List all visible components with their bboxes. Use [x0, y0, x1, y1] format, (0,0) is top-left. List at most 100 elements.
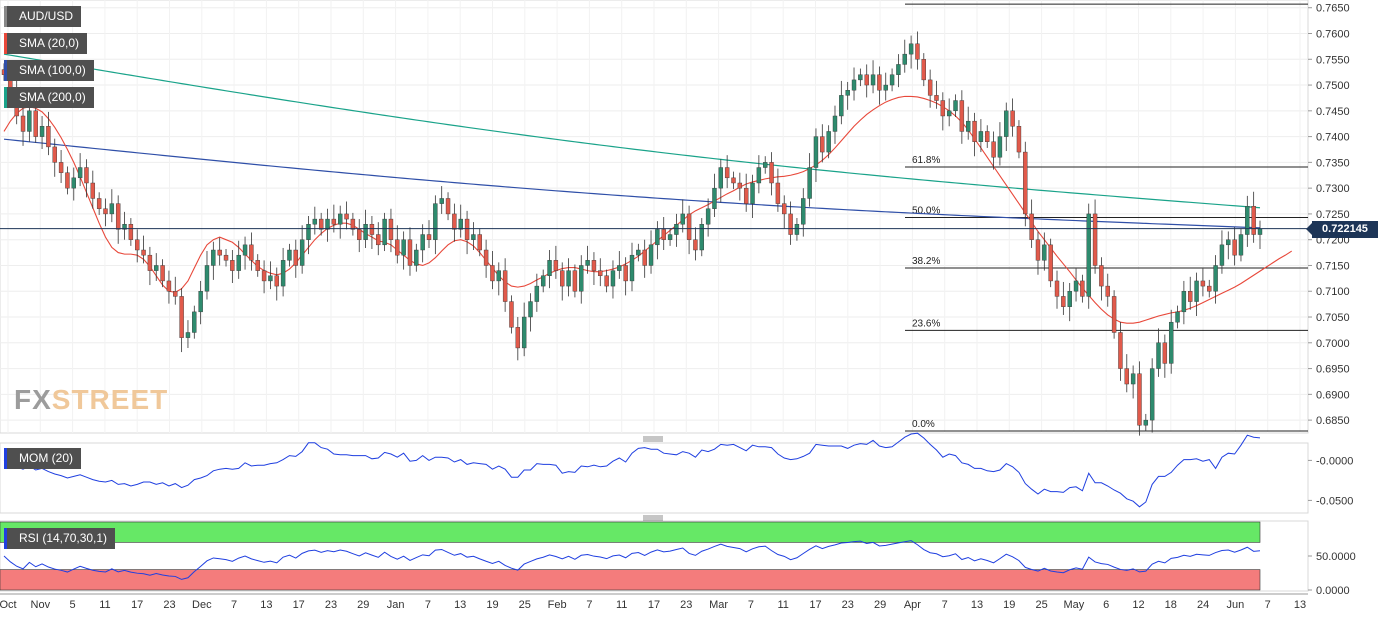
candle-body: [420, 234, 425, 251]
sma100-line: [3, 138, 1261, 229]
candle-body: [927, 79, 933, 96]
x-tick-label: 18: [1165, 599, 1177, 611]
candle-body: [1130, 373, 1136, 385]
candle-body: [1162, 342, 1168, 364]
candle-body: [743, 187, 749, 204]
fib-label: 38.2%: [912, 256, 940, 267]
candle-body: [280, 260, 286, 287]
legend-sma200[interactable]: SMA (200,0): [4, 87, 94, 108]
mom-tick-label: -0.0500: [1316, 495, 1353, 507]
y-tick-label: 0.7250: [1316, 209, 1350, 221]
candle-body: [959, 100, 965, 132]
candle-body: [547, 260, 552, 276]
candle-body: [426, 234, 432, 240]
y-tick-label: 0.7050: [1316, 312, 1350, 324]
legend-sma100[interactable]: SMA (100,0): [4, 60, 94, 81]
x-tick-label: 29: [874, 599, 886, 611]
candle-body: [350, 218, 356, 230]
candle-body: [217, 249, 222, 256]
y-tick-label: 0.7500: [1316, 80, 1350, 92]
x-tick-label: Feb: [548, 599, 567, 611]
candle-body: [572, 270, 578, 292]
candle-body: [877, 74, 882, 91]
candle-body: [934, 95, 939, 101]
candle-body: [1086, 213, 1091, 297]
candle-body: [1226, 239, 1231, 246]
candle-body: [471, 234, 476, 240]
candle-body: [724, 167, 730, 179]
candle-body: [585, 260, 590, 266]
candle-body: [1048, 244, 1053, 282]
x-tick-label: 24: [1197, 599, 1209, 611]
x-tick-label: 6: [1103, 599, 1109, 611]
y-tick-label: 0.7450: [1316, 106, 1350, 118]
x-tick-label: 13: [260, 599, 272, 611]
candle-body: [407, 239, 413, 266]
candle-body: [287, 249, 292, 261]
candle-body: [338, 213, 343, 225]
momentum-panel: [0, 442, 1309, 514]
candle-body: [1181, 291, 1187, 313]
candle-body: [750, 182, 755, 204]
candle-body: [845, 90, 850, 96]
candle-body: [496, 270, 501, 282]
y-tick-label: 0.6850: [1316, 415, 1350, 427]
x-tick-label: 17: [648, 599, 660, 611]
candle-body: [27, 110, 32, 132]
candle-body: [642, 249, 647, 266]
candle-body: [598, 270, 603, 276]
candle-body: [864, 74, 869, 86]
candle-body: [686, 213, 692, 240]
candle-body: [318, 218, 324, 230]
candle-body: [261, 270, 267, 282]
current-price-tag: 0.722145: [1306, 221, 1378, 238]
legend-sma20[interactable]: SMA (20,0): [4, 33, 88, 54]
candle-body: [655, 229, 660, 246]
candle-body: [236, 254, 241, 271]
legend-rsi[interactable]: RSI (14,70,30,1): [4, 528, 116, 549]
candle-body: [1035, 239, 1041, 261]
candle-body: [502, 270, 508, 302]
candle-body: [851, 79, 857, 91]
candle-body: [953, 100, 958, 112]
candle-body: [1137, 373, 1142, 426]
x-tick-label: Jun: [1227, 599, 1245, 611]
candle-body: [699, 224, 704, 251]
candle-body: [1245, 205, 1250, 235]
legend-aud-usd[interactable]: AUD/USD: [4, 6, 82, 27]
mom-tick-label: -0.0000: [1316, 455, 1353, 467]
candle-body: [376, 234, 381, 246]
candle-body: [540, 275, 546, 287]
candle-body: [1080, 280, 1085, 297]
candle-body: [820, 136, 825, 153]
rsi-line: [3, 540, 1261, 580]
candle-body: [388, 218, 394, 240]
candle-body: [433, 203, 438, 240]
legend-momentum[interactable]: MOM (20): [4, 448, 81, 469]
x-tick-label: 11: [99, 599, 110, 611]
x-tick-label: 7: [231, 599, 237, 611]
candle-body: [807, 167, 812, 199]
candle-body: [940, 100, 946, 117]
candle-body: [813, 136, 819, 168]
candle-body: [966, 120, 971, 132]
x-tick-label: 7: [942, 599, 948, 611]
candle-body: [198, 291, 203, 313]
candle-body: [832, 115, 838, 132]
candle-body: [20, 115, 26, 132]
x-tick-label: 23: [163, 599, 175, 611]
candle-body: [274, 275, 279, 287]
candle-body: [1143, 419, 1149, 426]
fib-label: 100.0%: [912, 0, 946, 3]
candle-body: [103, 208, 108, 215]
candle-body: [135, 239, 140, 251]
candle-body: [521, 316, 527, 349]
candle-body: [483, 249, 489, 266]
candle-body: [306, 224, 311, 240]
x-tick-label: 25: [1035, 599, 1047, 611]
x-tick-label: 12: [1132, 599, 1144, 611]
candle-body: [1004, 110, 1009, 137]
candle-body: [185, 332, 191, 338]
candle-body: [46, 126, 51, 148]
